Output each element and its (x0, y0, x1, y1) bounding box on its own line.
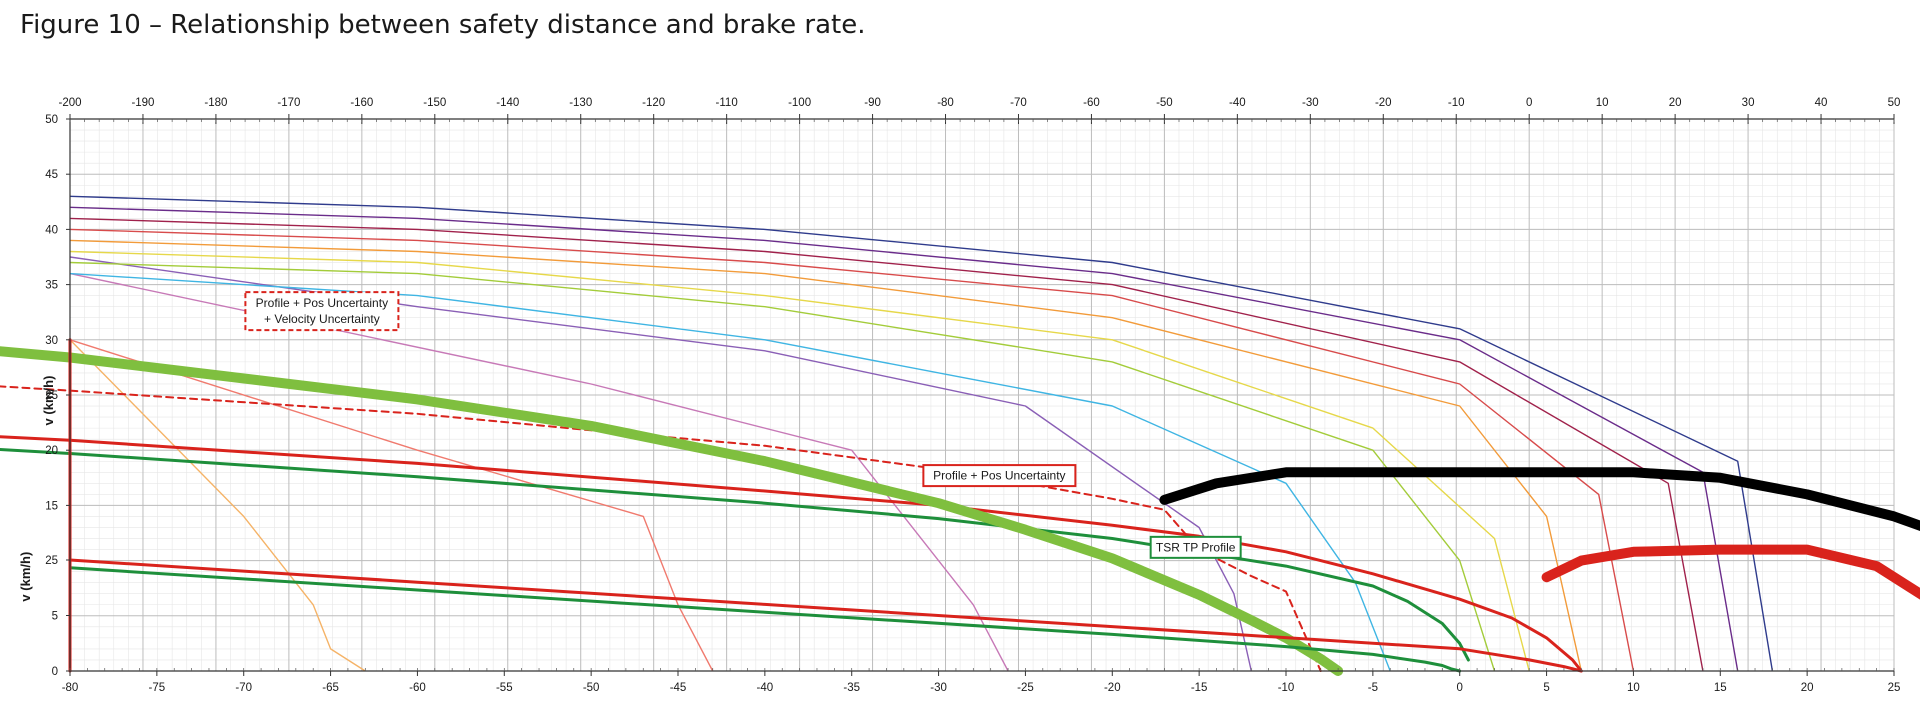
axes: -200 -190 -180 -170 -160 -150 -140 -130 -120 -110… (18, 97, 1900, 694)
top-tick-label: 20 (1669, 97, 1682, 109)
top-tick-label: 30 (1742, 97, 1755, 109)
y-tick-label: 30 (45, 335, 58, 347)
bottom-tick-label: -40 (757, 682, 774, 694)
annotation-1: Profile + Pos Uncertainty (922, 464, 1077, 488)
thin-curves (69, 195, 1774, 672)
top-tick-label: -20 (1375, 97, 1392, 109)
annotation-2: TSR TP Profile (1149, 535, 1242, 559)
y-tick-label: 35 (45, 280, 58, 292)
y-tick-label: 0 (52, 666, 58, 678)
bottom-tick-label: -75 (149, 682, 166, 694)
top-tick-label: -10 (1448, 97, 1465, 109)
annotation-text: TSR TP Profile (1156, 540, 1236, 554)
y-tick-label: 15 (45, 500, 58, 512)
bottom-tick-label: 25 (1888, 682, 1901, 694)
top-tick-label: -60 (1083, 97, 1100, 109)
thin-curve-1 (69, 339, 714, 672)
y-axis-title-lower: v (km/h) (18, 552, 33, 602)
thin-curve-8 (69, 228, 1635, 672)
top-tick-label: 40 (1815, 97, 1828, 109)
bottom-tick-label: -35 (843, 682, 860, 694)
top-tick-label: -100 (788, 97, 811, 109)
top-tick-label: -80 (937, 97, 954, 109)
top-tick-label: -190 (131, 97, 154, 109)
bottom-tick-label: 15 (1714, 682, 1727, 694)
chart-title: Figure 10 – Relationship between safety … (20, 10, 866, 40)
y-tick-label: 45 (45, 169, 58, 181)
annotation-text: Profile + Pos Uncertainty (933, 469, 1065, 483)
top-tick-label: -140 (496, 97, 519, 109)
top-tick-label: -90 (864, 97, 881, 109)
top-tick-label: 0 (1526, 97, 1532, 109)
top-tick-label: -130 (569, 97, 592, 109)
y-tick-label: 20 (45, 445, 58, 457)
annotations: Profile + Pos Uncertainty + Velocity Unce… (244, 291, 1242, 559)
bottom-tick-label: 5 (1543, 682, 1549, 694)
bottom-tick-label: -10 (1278, 682, 1295, 694)
thin-curve-7 (69, 239, 1582, 672)
series-line-4 (1159, 467, 1920, 531)
y-axis-title-upper: v (km/h) (41, 376, 56, 426)
bottom-tick-label: -45 (670, 682, 687, 694)
series-line-5 (1541, 544, 1920, 600)
annotation-text: Profile + Pos Uncertainty (256, 296, 388, 310)
bottom-tick-label: -20 (1104, 682, 1121, 694)
bottom-tick-label: -80 (62, 682, 79, 694)
top-tick-label: -50 (1156, 97, 1173, 109)
thin-curve-6 (69, 250, 1530, 672)
annotation-box (922, 464, 1077, 488)
top-tick-label: -150 (423, 97, 446, 109)
bottom-tick-label: -15 (1191, 682, 1208, 694)
bottom-tick-label: -25 (1017, 682, 1034, 694)
series-line-2 (0, 447, 1470, 662)
annotation-box (1149, 535, 1242, 559)
top-tick-label: -120 (642, 97, 665, 109)
y-tick-label: 5 (52, 611, 58, 623)
y-tick-label: 25 (45, 555, 58, 567)
bottom-tick-label: -50 (583, 682, 600, 694)
top-tick-label: -200 (58, 97, 81, 109)
series-line-6 (68, 566, 1462, 673)
thin-curve-9 (69, 217, 1704, 672)
annotation-text: + Velocity Uncertainty (264, 312, 380, 326)
top-tick-label: -40 (1229, 97, 1246, 109)
top-tick-label: -110 (716, 97, 738, 109)
annotation-box (244, 291, 400, 332)
y-tick-label: 40 (45, 224, 58, 236)
bottom-tick-label: 20 (1801, 682, 1814, 694)
top-tick-label: -170 (277, 97, 300, 109)
series-line-3 (0, 346, 1344, 676)
bottom-tick-label: -30 (930, 682, 947, 694)
thin-curve-11 (69, 195, 1774, 672)
y-tick-label: 50 (45, 114, 58, 126)
top-tick-label: -160 (350, 97, 373, 109)
bottom-tick-label: 0 (1457, 682, 1463, 694)
top-tick-label: -70 (1010, 97, 1027, 109)
top-tick-label: -180 (204, 97, 227, 109)
series-line-7 (68, 558, 1583, 673)
bottom-tick-label: -60 (409, 682, 426, 694)
y-tick-label: 25 (45, 390, 58, 402)
bottom-tick-label: 10 (1627, 682, 1640, 694)
bottom-tick-label: -65 (322, 682, 339, 694)
top-tick-label: 50 (1888, 97, 1901, 109)
bottom-tick-label: -5 (1368, 682, 1378, 694)
annotation-0: Profile + Pos Uncertainty + Velocity Unce… (244, 291, 400, 332)
top-tick-label: -30 (1302, 97, 1319, 109)
thin-curve-3 (69, 256, 1252, 672)
top-tick-label: 10 (1596, 97, 1609, 109)
bottom-tick-label: -55 (496, 682, 513, 694)
thin-curve-0 (69, 339, 366, 672)
bottom-tick-label: -70 (235, 682, 252, 694)
thin-curve-5 (69, 261, 1496, 672)
